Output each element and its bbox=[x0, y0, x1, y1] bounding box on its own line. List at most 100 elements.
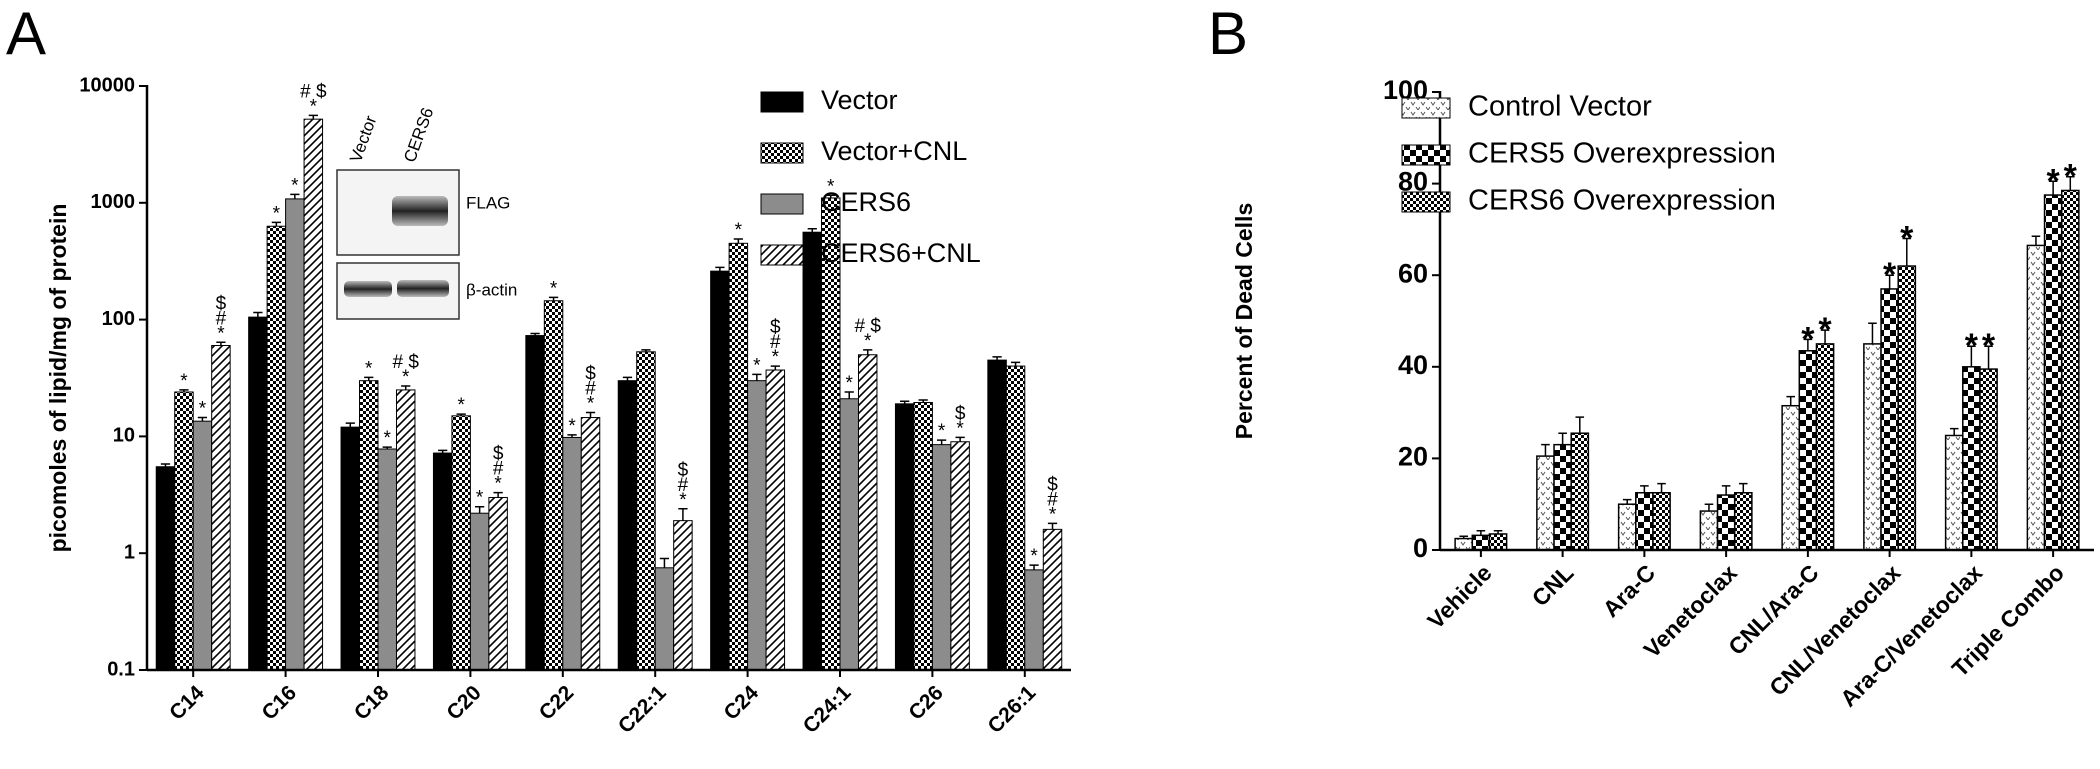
error-bar bbox=[345, 422, 355, 428]
significance-marker: * bbox=[938, 421, 946, 442]
y-tick-label: 60 bbox=[1398, 258, 1428, 288]
bar bbox=[211, 345, 231, 671]
bar bbox=[451, 415, 471, 671]
bar bbox=[1553, 443, 1572, 551]
bar bbox=[285, 198, 305, 671]
error-bar bbox=[678, 508, 688, 521]
bar bbox=[1471, 534, 1491, 551]
significance-marker: * bbox=[1982, 327, 1996, 365]
error-bar bbox=[752, 373, 762, 381]
blot-band bbox=[344, 281, 392, 297]
x-tick-label: C14 bbox=[165, 681, 209, 725]
y-tick-label: 10 bbox=[113, 425, 135, 447]
bar bbox=[562, 436, 582, 671]
bar bbox=[1781, 404, 1801, 551]
legend-swatch bbox=[760, 244, 804, 266]
bar bbox=[1944, 434, 1964, 551]
error-bar bbox=[1803, 338, 1813, 351]
significance-marker: * bbox=[291, 175, 299, 196]
significance-marker: * bbox=[1900, 220, 1914, 258]
bar bbox=[1454, 537, 1474, 551]
error-bar bbox=[382, 446, 392, 450]
bar bbox=[1488, 533, 1508, 551]
bar bbox=[617, 380, 638, 671]
significance-marker: # bbox=[216, 308, 227, 329]
significance-marker: $ bbox=[585, 364, 596, 385]
significance-marker: * bbox=[1049, 504, 1057, 525]
bar bbox=[155, 466, 176, 671]
significance-marker: * bbox=[310, 96, 318, 117]
error-bar bbox=[1541, 443, 1550, 457]
error-bar bbox=[1902, 237, 1912, 267]
bar bbox=[469, 512, 490, 671]
bar bbox=[248, 316, 268, 671]
error-bar bbox=[715, 266, 725, 272]
y-tick-label: 100 bbox=[102, 308, 135, 330]
error-bar bbox=[826, 194, 836, 198]
x-tick-label: C20 bbox=[442, 681, 486, 725]
error-bar bbox=[216, 341, 226, 346]
x-tick-label: C24:1 bbox=[799, 681, 856, 738]
error-bar bbox=[567, 434, 577, 438]
bar bbox=[987, 359, 1007, 671]
error-bar bbox=[1476, 530, 1486, 536]
bar bbox=[377, 448, 397, 671]
bar bbox=[359, 380, 379, 671]
significance-marker: $ bbox=[955, 403, 966, 424]
legend-swatch bbox=[760, 193, 804, 215]
y-tick-label: 10000 bbox=[79, 74, 135, 96]
error-bar bbox=[1010, 361, 1021, 367]
error-bar bbox=[1640, 485, 1649, 493]
error-bar bbox=[1558, 432, 1567, 445]
x-tick-label: C26 bbox=[904, 681, 948, 725]
significance-marker: * bbox=[1965, 327, 1979, 365]
significance-marker: * bbox=[494, 474, 502, 495]
error-bar bbox=[622, 376, 633, 381]
significance-marker: # bbox=[493, 459, 504, 480]
blot-band bbox=[392, 196, 448, 226]
bar bbox=[673, 520, 693, 671]
significance-marker: * bbox=[365, 358, 373, 379]
significance-marker: * bbox=[402, 367, 410, 388]
bar bbox=[747, 380, 767, 671]
error-bar bbox=[918, 399, 928, 403]
error-bar bbox=[2031, 235, 2041, 246]
error-bar bbox=[1493, 530, 1503, 534]
significance-marker: * bbox=[1883, 256, 1897, 294]
y-axis-label: picomoles of lipid/mg of protein bbox=[45, 204, 71, 553]
significance-marker: * bbox=[1030, 546, 1038, 567]
significance-marker: # bbox=[585, 379, 596, 400]
bar bbox=[894, 403, 915, 671]
error-bar bbox=[290, 193, 300, 199]
y-tick-label: 0 bbox=[1413, 533, 1428, 563]
significance-marker: * bbox=[587, 394, 595, 415]
bar bbox=[303, 118, 324, 671]
error-bar bbox=[160, 463, 171, 467]
bar bbox=[1005, 365, 1026, 671]
bar bbox=[1617, 503, 1637, 551]
bar bbox=[1699, 510, 1719, 551]
significance-marker: * bbox=[827, 176, 835, 197]
error-bar bbox=[1721, 485, 1731, 496]
significance-marker: $ bbox=[1047, 474, 1058, 495]
bar bbox=[1863, 343, 1882, 551]
band-label: β-actin bbox=[466, 280, 517, 299]
error-bar bbox=[548, 296, 559, 301]
bar bbox=[839, 398, 859, 671]
significance-marker: # bbox=[678, 475, 689, 496]
error-bar bbox=[1575, 416, 1585, 434]
error-bar bbox=[1029, 564, 1039, 570]
panel-label: A bbox=[6, 0, 46, 67]
bar bbox=[2026, 244, 2046, 551]
bar bbox=[1979, 368, 1998, 551]
significance-marker: * bbox=[679, 490, 687, 511]
bar bbox=[821, 197, 841, 671]
bar bbox=[1962, 366, 1981, 551]
bar bbox=[728, 242, 749, 671]
significance-marker: * bbox=[2047, 162, 2061, 200]
bar bbox=[488, 496, 508, 671]
x-tick-label: C24 bbox=[720, 681, 764, 725]
panel-label: B bbox=[1208, 0, 1248, 67]
western-blot-inset: Vector CERS6 FLAG β-actin bbox=[336, 105, 517, 320]
bar bbox=[913, 402, 933, 671]
